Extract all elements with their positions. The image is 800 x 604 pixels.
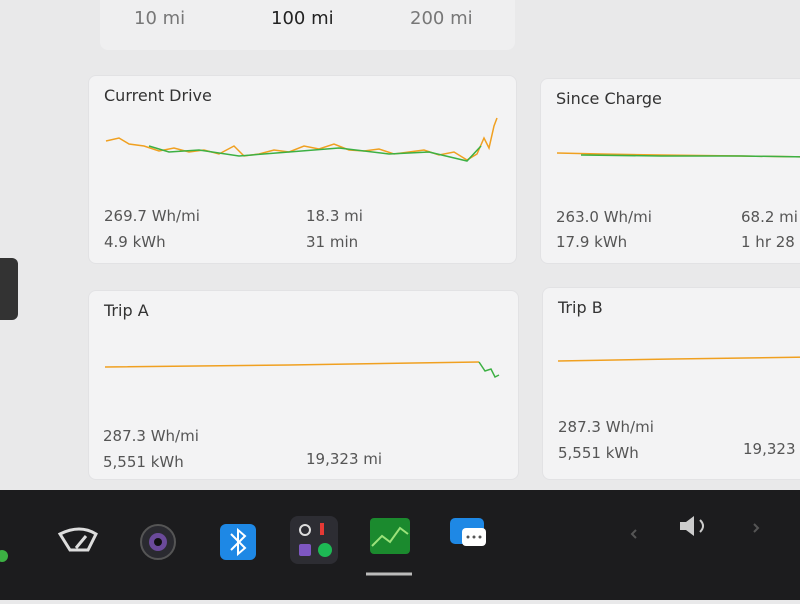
taskbar-icons [0,516,760,576]
camera-icon[interactable] [140,524,176,560]
wiper-icon[interactable] [57,527,98,552]
volume-icon[interactable] [680,516,704,536]
card[interactable]: Trip A 287.3 Wh/mi 5,551 kWh 19,323 mi [88,290,519,480]
bluetooth-icon[interactable] [220,524,256,560]
stat: 5,551 kWh [103,453,184,471]
sparkline [556,152,800,158]
stat: 287.3 Wh/mi [558,418,654,436]
card-title: Trip B [558,298,603,317]
card-title: Since Charge [556,89,662,108]
stat: 17.9 kWh [556,233,628,251]
side-handle[interactable] [0,258,18,320]
stat: 18.3 mi [306,207,363,225]
stat: 1 hr 28 min [741,233,800,251]
sparkline [104,361,500,379]
stat: 19,323 mi [306,450,383,468]
energy-icon[interactable] [370,518,410,554]
stat: 31 min [306,233,359,251]
stat: 263.0 Wh/mi [556,208,652,226]
range-tabs: 10 mi 100 mi 200 mi [100,0,515,50]
taskbar [0,490,800,600]
apps-icon[interactable] [290,516,338,564]
stat: 5,551 kWh [558,444,639,462]
card[interactable]: Trip B 287.3 Wh/mi 5,551 kWh 19,323 [542,287,800,480]
stat: 269.7 Wh/mi [104,207,200,225]
sparkline [105,117,498,162]
stat: 287.3 Wh/mi [103,427,199,445]
stat: 4.9 kWh [104,233,166,251]
tab[interactable]: 10 mi [134,8,186,29]
card-title: Current Drive [104,86,212,105]
stat: 68.2 mi [741,208,798,226]
card-title: Trip A [104,301,149,320]
tab[interactable]: 100 mi [271,8,334,29]
tab[interactable]: 200 mi [410,8,473,29]
card[interactable]: Since Charge 263.0 Wh/mi 17.9 kWh 68.2 m… [540,78,800,264]
stat: 19,323 [743,440,796,458]
card[interactable]: Current Drive 269.7 Wh/mi 4.9 kWh 18.3 m… [88,75,517,264]
sparkline [557,356,800,362]
messages-icon[interactable] [450,518,486,546]
